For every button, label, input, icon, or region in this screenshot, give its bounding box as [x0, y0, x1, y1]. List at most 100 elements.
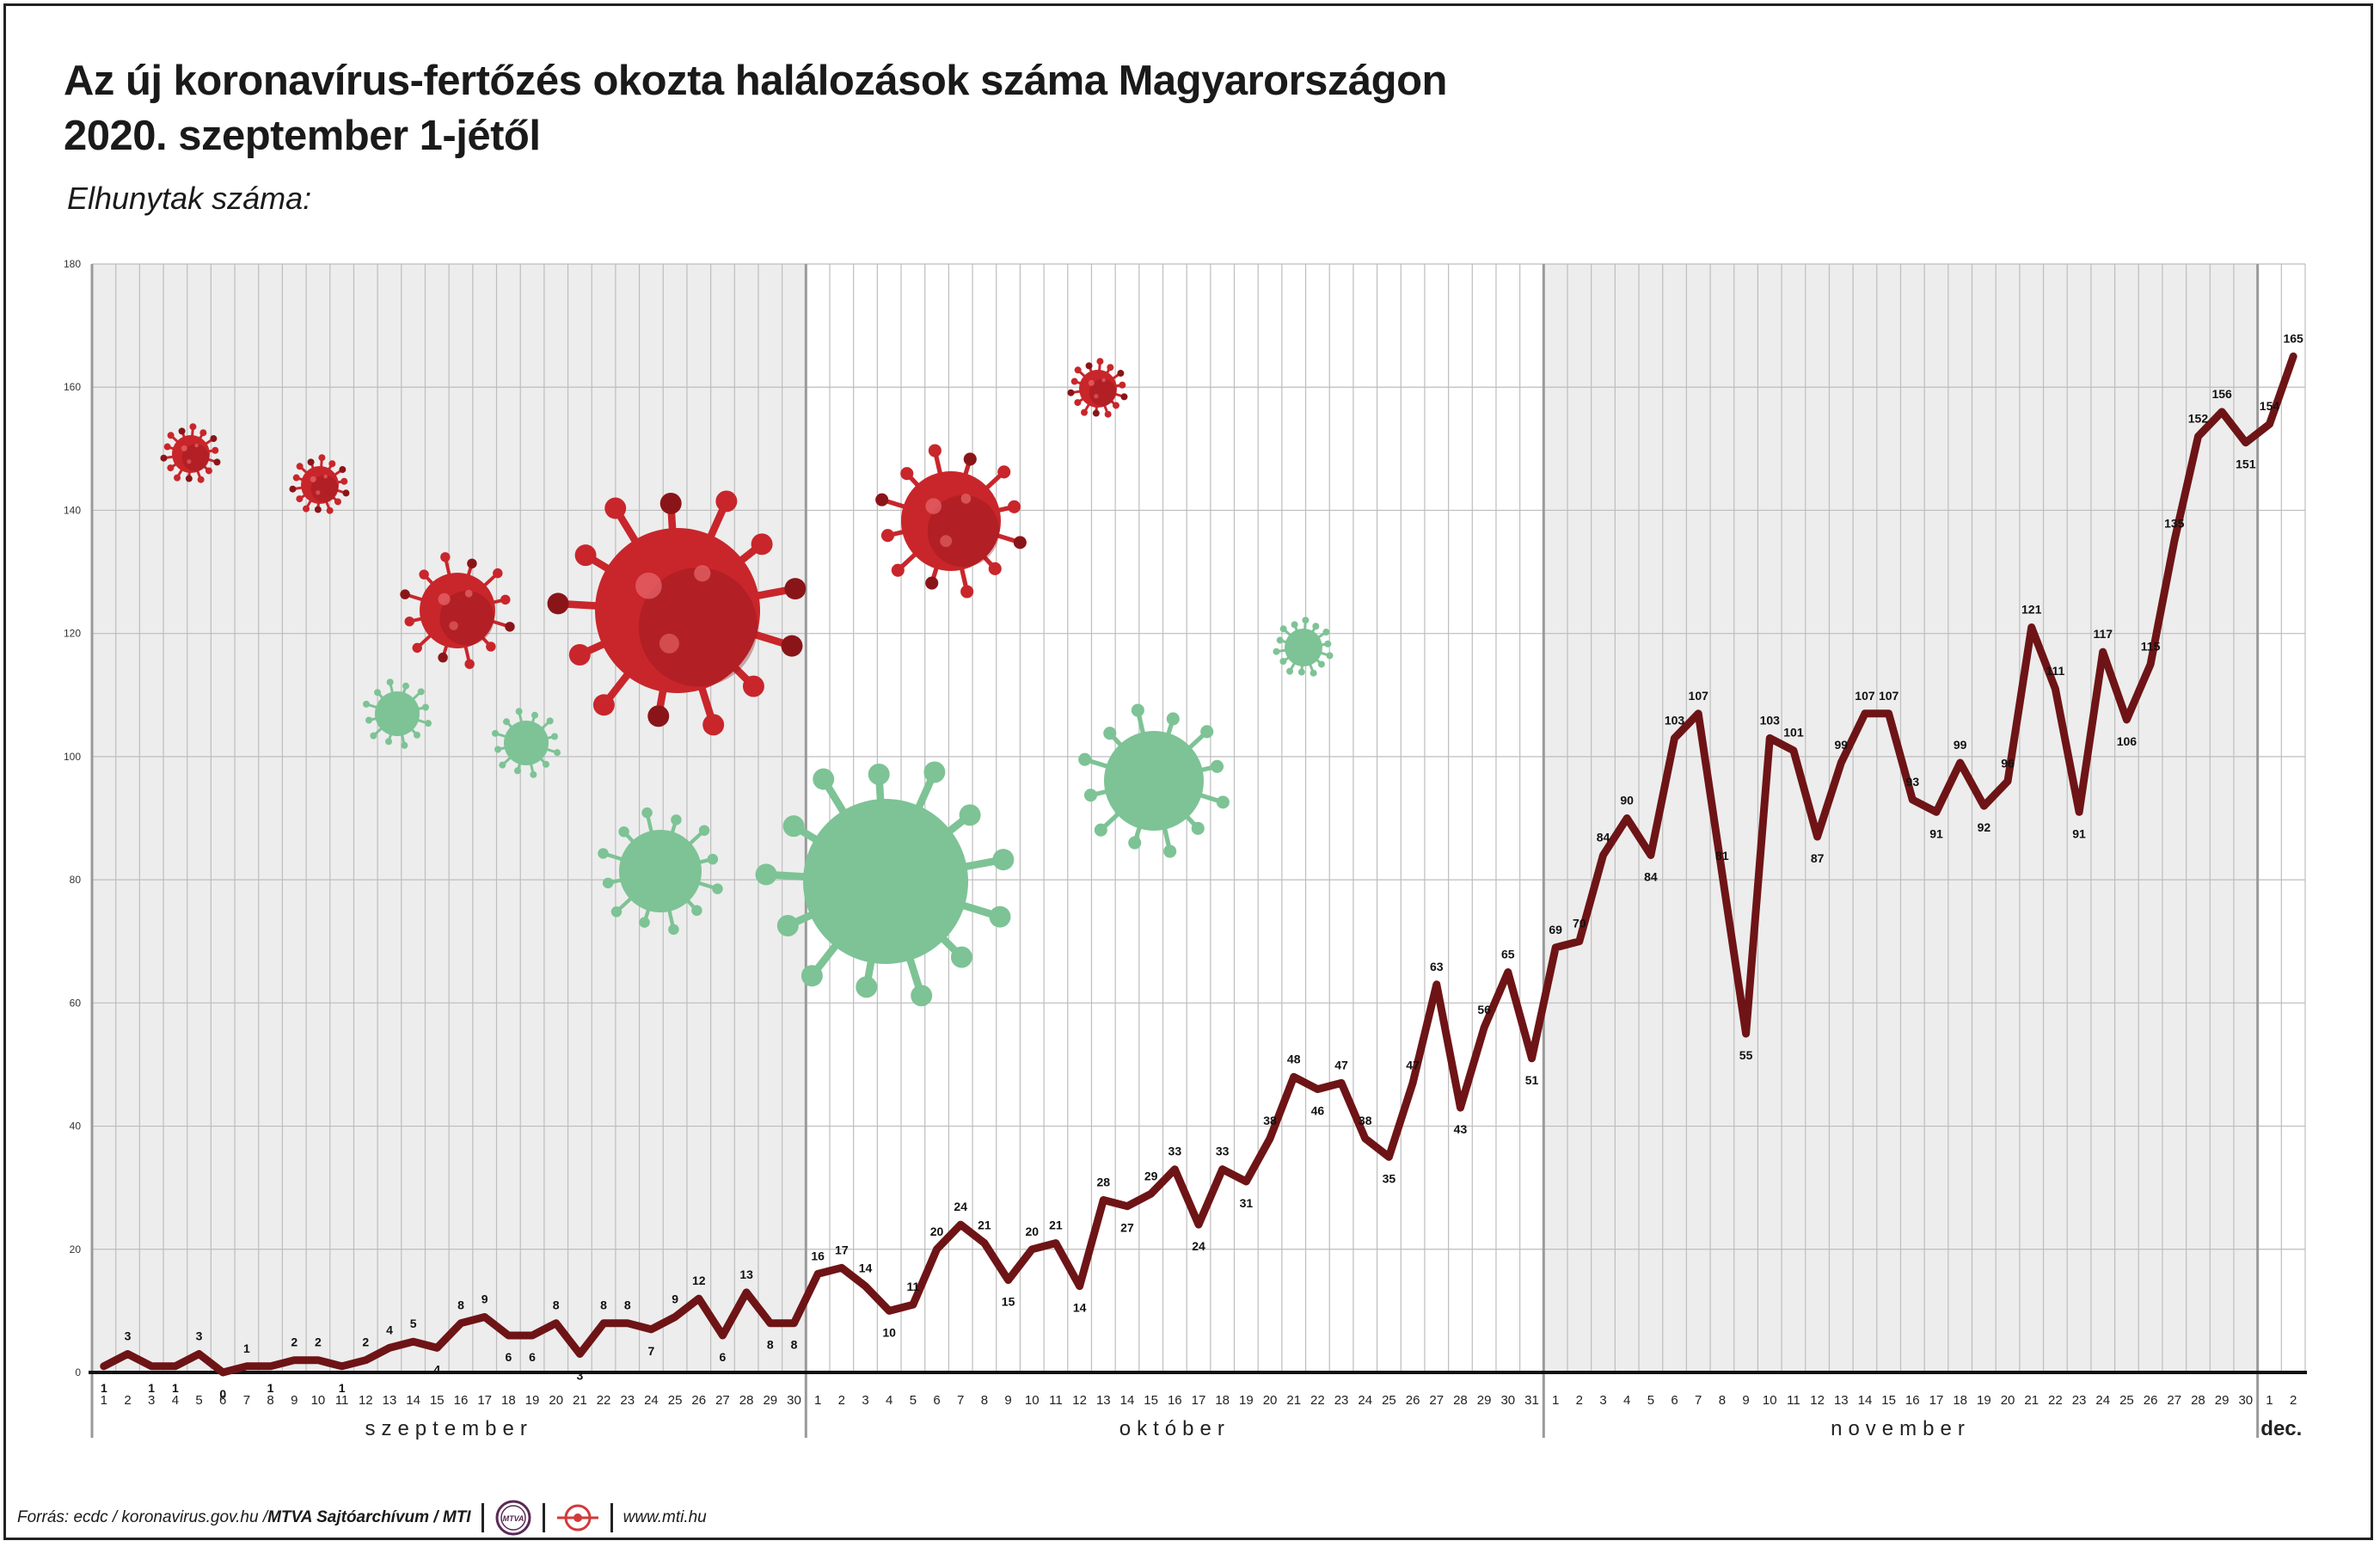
month-label: dec. — [2260, 1417, 2302, 1440]
virus-spot — [316, 490, 321, 495]
virus-red-icon — [400, 552, 515, 669]
data-label: 121 — [2021, 603, 2042, 617]
data-point — [601, 1320, 607, 1326]
data-point — [1814, 833, 1820, 839]
data-label: 103 — [1665, 713, 1685, 727]
x-day-label: 24 — [1358, 1393, 1372, 1408]
x-day-label: 23 — [2072, 1393, 2087, 1408]
virus-spike-tip — [1310, 669, 1317, 677]
virus-spike-tip — [1210, 759, 1224, 773]
virus-spike-tip — [412, 642, 422, 654]
x-day-label: 20 — [549, 1393, 563, 1408]
x-day-label: 10 — [311, 1393, 326, 1408]
data-point — [934, 1246, 940, 1252]
title-line-2: 2020. szeptember 1-jétől — [64, 113, 541, 159]
data-point — [1600, 852, 1606, 858]
data-label: 1 — [267, 1381, 274, 1395]
virus-body — [1104, 731, 1204, 831]
data-point — [1029, 1246, 1035, 1252]
data-label: 33 — [1169, 1145, 1182, 1158]
virus-spike-tip — [1302, 617, 1310, 624]
data-point — [1362, 1135, 1368, 1141]
virus-spike-tip — [1163, 844, 1177, 858]
virus-spike-tip — [712, 883, 723, 894]
data-label: 29 — [1144, 1169, 1158, 1182]
x-day-label: 11 — [1049, 1393, 1063, 1408]
x-day-label: 29 — [2215, 1393, 2230, 1408]
data-label: 8 — [791, 1338, 798, 1352]
data-label: 38 — [1263, 1114, 1277, 1127]
data-point — [648, 1326, 654, 1332]
data-label: 6 — [529, 1350, 536, 1364]
website-text: www.mti.hu — [623, 1508, 707, 1526]
x-day-label: 22 — [2048, 1393, 2063, 1408]
virus-spike-tip — [205, 467, 212, 475]
virus-spike-tip — [960, 585, 974, 599]
virus-spike-tip — [404, 616, 414, 627]
virus-shade — [310, 475, 339, 503]
virus-spike-tip — [813, 768, 835, 790]
virus-spike-tip — [1074, 366, 1082, 374]
virus-spike-tip — [440, 552, 451, 562]
data-point — [149, 1363, 155, 1369]
month-label: október — [1119, 1417, 1230, 1440]
data-label: 5 — [410, 1317, 417, 1330]
data-point — [981, 1240, 987, 1246]
virus-spike-tip — [989, 905, 1011, 928]
data-point — [1862, 710, 1868, 716]
virus-spike-tip — [1094, 823, 1107, 837]
x-day-label: 6 — [1671, 1393, 1678, 1408]
mtva-logo-icon: MTVA — [495, 1500, 531, 1536]
data-label: 151 — [2236, 457, 2256, 471]
virus-spike-tip — [598, 848, 609, 859]
data-point — [720, 1333, 726, 1339]
virus-spike-tip — [691, 905, 702, 917]
mti-logo-icon — [556, 1504, 598, 1532]
x-day-label: 19 — [1239, 1393, 1254, 1408]
data-label: 1 — [172, 1381, 179, 1395]
data-point — [1624, 815, 1630, 821]
data-point — [2052, 686, 2058, 692]
data-label: 3 — [576, 1369, 583, 1383]
virus-spike-tip — [197, 476, 205, 483]
data-point — [1101, 1197, 1107, 1203]
data-label: 47 — [1334, 1058, 1348, 1071]
x-day-label: 8 — [1719, 1393, 1726, 1408]
virus-spike-tip — [554, 749, 561, 757]
x-day-label: 11 — [335, 1393, 349, 1408]
data-point — [553, 1320, 559, 1326]
y-tick-label: 140 — [64, 504, 81, 516]
x-day-label: 1 — [814, 1393, 821, 1408]
virus-body — [172, 435, 210, 473]
x-day-label: 10 — [1763, 1393, 1777, 1408]
virus-spike-tip — [542, 760, 549, 768]
virus-spike-tip — [505, 622, 515, 632]
data-label: 21 — [1049, 1219, 1063, 1232]
data-point — [1696, 710, 1702, 716]
virus-spike-tip — [900, 467, 914, 481]
virus-spike-tip — [1107, 364, 1114, 371]
x-day-label: 30 — [1500, 1393, 1515, 1408]
virus-spike-tip — [163, 443, 171, 451]
virus-red-icon — [875, 444, 1027, 599]
data-label: 38 — [1359, 1114, 1372, 1127]
x-day-label: 10 — [1025, 1393, 1040, 1408]
data-point — [1838, 760, 1844, 766]
data-point — [2291, 353, 2297, 359]
x-day-label: 18 — [501, 1393, 516, 1408]
data-label: 24 — [1192, 1239, 1205, 1253]
x-day-label: 15 — [1881, 1393, 1896, 1408]
virus-spot — [464, 589, 473, 598]
x-day-label: 24 — [2095, 1393, 2110, 1408]
data-label: 111 — [2046, 664, 2064, 678]
data-label: 165 — [2283, 331, 2303, 345]
data-point — [1481, 1024, 1488, 1030]
virus-shade — [181, 444, 210, 472]
x-day-label: 24 — [644, 1393, 659, 1408]
x-day-label: 20 — [2001, 1393, 2015, 1408]
data-point — [434, 1345, 440, 1351]
data-point — [1433, 981, 1439, 987]
data-label: 16 — [811, 1249, 825, 1262]
x-day-label: 29 — [763, 1393, 777, 1408]
